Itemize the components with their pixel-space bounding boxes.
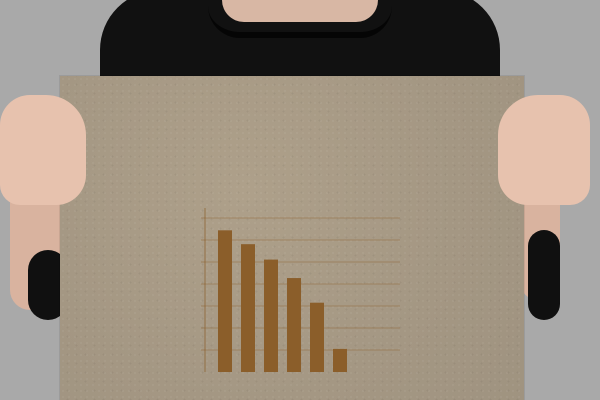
bar-1 <box>218 230 232 372</box>
right-sleeve <box>528 230 560 320</box>
bar-chart-svg <box>201 208 400 372</box>
bar-2 <box>241 244 255 372</box>
bar-4 <box>287 278 301 372</box>
bar-5 <box>310 302 324 372</box>
shirt-collar <box>208 6 392 38</box>
bar-3 <box>264 259 278 372</box>
right-hand <box>498 95 590 205</box>
bar-chart <box>190 198 410 388</box>
bar-6 <box>333 348 347 372</box>
left-hand <box>0 95 86 205</box>
kraft-paper-poster <box>60 76 524 400</box>
